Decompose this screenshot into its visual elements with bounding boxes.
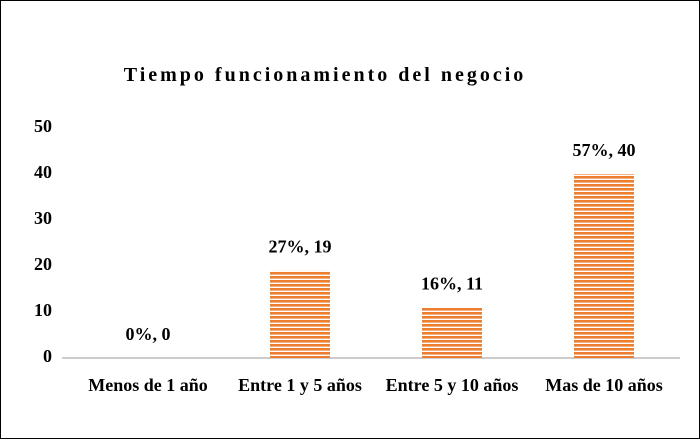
chart-title: Tiempo funcionamiento del negocio [123, 64, 527, 86]
y-tick-label: 10 [34, 300, 52, 320]
bar [422, 307, 482, 358]
bar [574, 174, 634, 358]
y-tick-label: 0 [43, 346, 52, 366]
x-tick-label: Entre 1 y 5 años [238, 375, 362, 395]
data-label: 27%, 19 [269, 237, 332, 257]
y-tick-label: 40 [34, 162, 52, 182]
data-label: 0%, 0 [126, 324, 171, 344]
data-label: 57%, 40 [573, 140, 636, 160]
y-tick-label: 30 [34, 208, 52, 228]
x-tick-label: Entre 5 y 10 años [385, 375, 519, 395]
bar [270, 270, 330, 358]
y-tick-label: 50 [34, 116, 52, 136]
x-tick-label: Mas de 10 años [545, 375, 663, 395]
y-tick-label: 20 [34, 254, 52, 274]
x-tick-label: Menos de 1 año [88, 375, 208, 395]
data-label: 16%, 11 [421, 274, 483, 294]
